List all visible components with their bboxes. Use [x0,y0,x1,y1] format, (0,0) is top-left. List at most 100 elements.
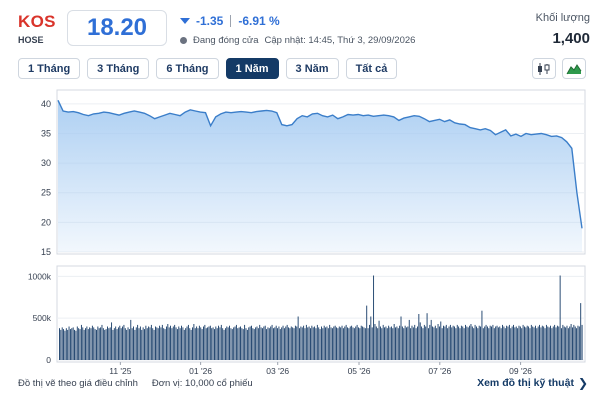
volume-bar [208,326,210,360]
volume-bar [411,325,413,360]
volume-bar [524,326,525,360]
volume-bar [311,325,313,360]
volume-bar [566,325,568,360]
volume-value: 1,400 [552,30,590,47]
volume-bar [569,326,571,360]
volume-bar [565,327,567,360]
volume-bar [511,326,513,360]
volume-bar [149,327,151,360]
volume-bar [134,329,136,360]
volume-bar [105,329,107,360]
volume-bar [231,329,233,360]
volume-bar [426,313,428,360]
volume-bar [392,328,394,360]
candlestick-button[interactable] [532,58,556,79]
volume-bar [120,328,122,360]
volume-bar [285,326,287,360]
volume-bar [515,326,517,360]
volume-bar [489,325,491,360]
volume-bar [563,326,565,360]
technical-chart-link[interactable]: Xem đồ thị kỹ thuật ❯ [477,376,588,390]
volume-bar [369,324,370,360]
volume-bar [403,328,405,360]
tab-6-months[interactable]: 6 Tháng [156,58,219,79]
volume-bar [305,324,307,360]
volume-bar [274,327,276,360]
volume-bar [159,325,161,360]
volume-bar [163,328,165,360]
volume-bar [122,326,123,360]
volume-bar [521,328,523,360]
volume-bar [373,275,375,360]
volume-bar [558,326,560,360]
volume-bar [572,327,573,360]
volume-bar [522,324,524,360]
volume-bar [441,328,443,360]
volume-bar [333,326,335,360]
volume-bar [270,326,272,360]
volume-bar [497,327,499,360]
ticker-block: KOS HOSE [18,12,56,45]
volume-bar [388,325,390,360]
volume-bar [104,329,106,360]
volume-bar [222,328,224,360]
exchange-label: HOSE [18,35,44,45]
volume-bar [393,324,395,360]
volume-bar [94,329,96,360]
volume-bar [144,329,145,360]
volume-bar [153,329,155,360]
price-change: -1.35 -6.91 % [180,14,280,28]
volume-bar [262,328,263,360]
tab-3-years[interactable]: 3 Năm [285,58,339,79]
volume-bar [214,329,215,360]
volume-tick-label: 500k [33,313,52,323]
volume-bar [164,329,166,360]
volume-bar [93,327,95,360]
volume-bar [577,325,579,360]
volume-bar [240,326,241,360]
volume-bar [496,325,498,360]
volume-bar [109,327,111,360]
volume-bar [581,324,583,360]
down-triangle-icon [180,18,190,24]
volume-bar [142,327,144,360]
area-chart-button[interactable] [562,58,586,79]
volume-bar [375,326,377,360]
volume-bar [112,329,114,360]
volume-bar [124,328,126,360]
status-text: Đang đóng cửa [193,35,259,46]
volume-bar [211,328,213,360]
volume-bar [218,325,220,360]
price-volume-chart[interactable]: 15 20 25 30 35 40 0 500k 1000k 11 '25 01 '26 03 '26… [0,86,600,376]
volume-bar [91,325,93,360]
volume-bar [192,327,193,360]
volume-bar [263,326,265,360]
volume-bar [414,324,416,360]
volume-bar [230,328,232,360]
volume-bar [447,328,449,360]
tab-all[interactable]: Tất cả [345,58,398,79]
volume-bar [229,325,230,360]
tab-3-months[interactable]: 3 Tháng [87,58,150,79]
volume-bar [401,326,403,360]
volume-bar [182,327,184,360]
volume-bar [133,326,134,360]
volume-bar [71,328,73,360]
volume-bar [220,324,222,360]
tab-1-month[interactable]: 1 Tháng [18,58,81,79]
volume-bar [108,328,110,360]
volume-bar [474,324,476,360]
volume-bar [460,325,462,360]
volume-bar [123,324,125,360]
volume-bar [216,328,218,360]
volume-bar [559,275,561,360]
x-tick-label: 03 '26 [266,366,289,376]
volume-bar [307,327,309,360]
volume-bar [513,324,514,360]
volume-bar [418,314,420,360]
volume-bar [119,325,121,360]
volume-bar [482,328,484,360]
volume-bar [293,328,295,360]
volume-bar [345,324,347,360]
tab-1-year[interactable]: 1 Năm [225,58,279,79]
